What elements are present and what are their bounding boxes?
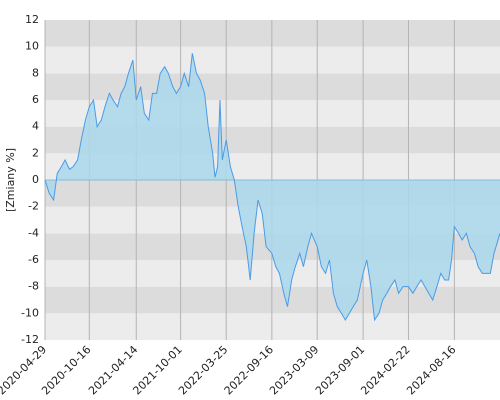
y-tick-label: 0 [32,173,39,186]
y-tick-label: -10 [21,306,39,319]
y-tick-label: -6 [28,253,39,266]
band [45,73,500,100]
x-tick-label: 2024-08-16 [404,343,458,397]
band [45,46,500,74]
y-tick-label: 6 [32,93,39,106]
band [45,20,500,47]
y-tick-label: -12 [21,333,39,346]
y-tick-label: 8 [32,66,39,79]
y-tick-label: -8 [28,280,39,293]
y-tick-label: 12 [25,13,39,26]
y-tick-label: 2 [32,146,39,159]
band [45,286,500,314]
band [45,313,500,340]
y-tick-label: -2 [28,200,39,213]
line [44,53,500,322]
area [45,53,500,320]
y-axis-label: [Zmiany %] [4,148,17,212]
plot: 2020-04-292020-10-162021-04-142021-10-01… [0,13,500,397]
y-tick-label: 4 [32,120,39,133]
y-tick-label: 10 [25,40,39,53]
y-tick-label: -4 [28,226,39,239]
